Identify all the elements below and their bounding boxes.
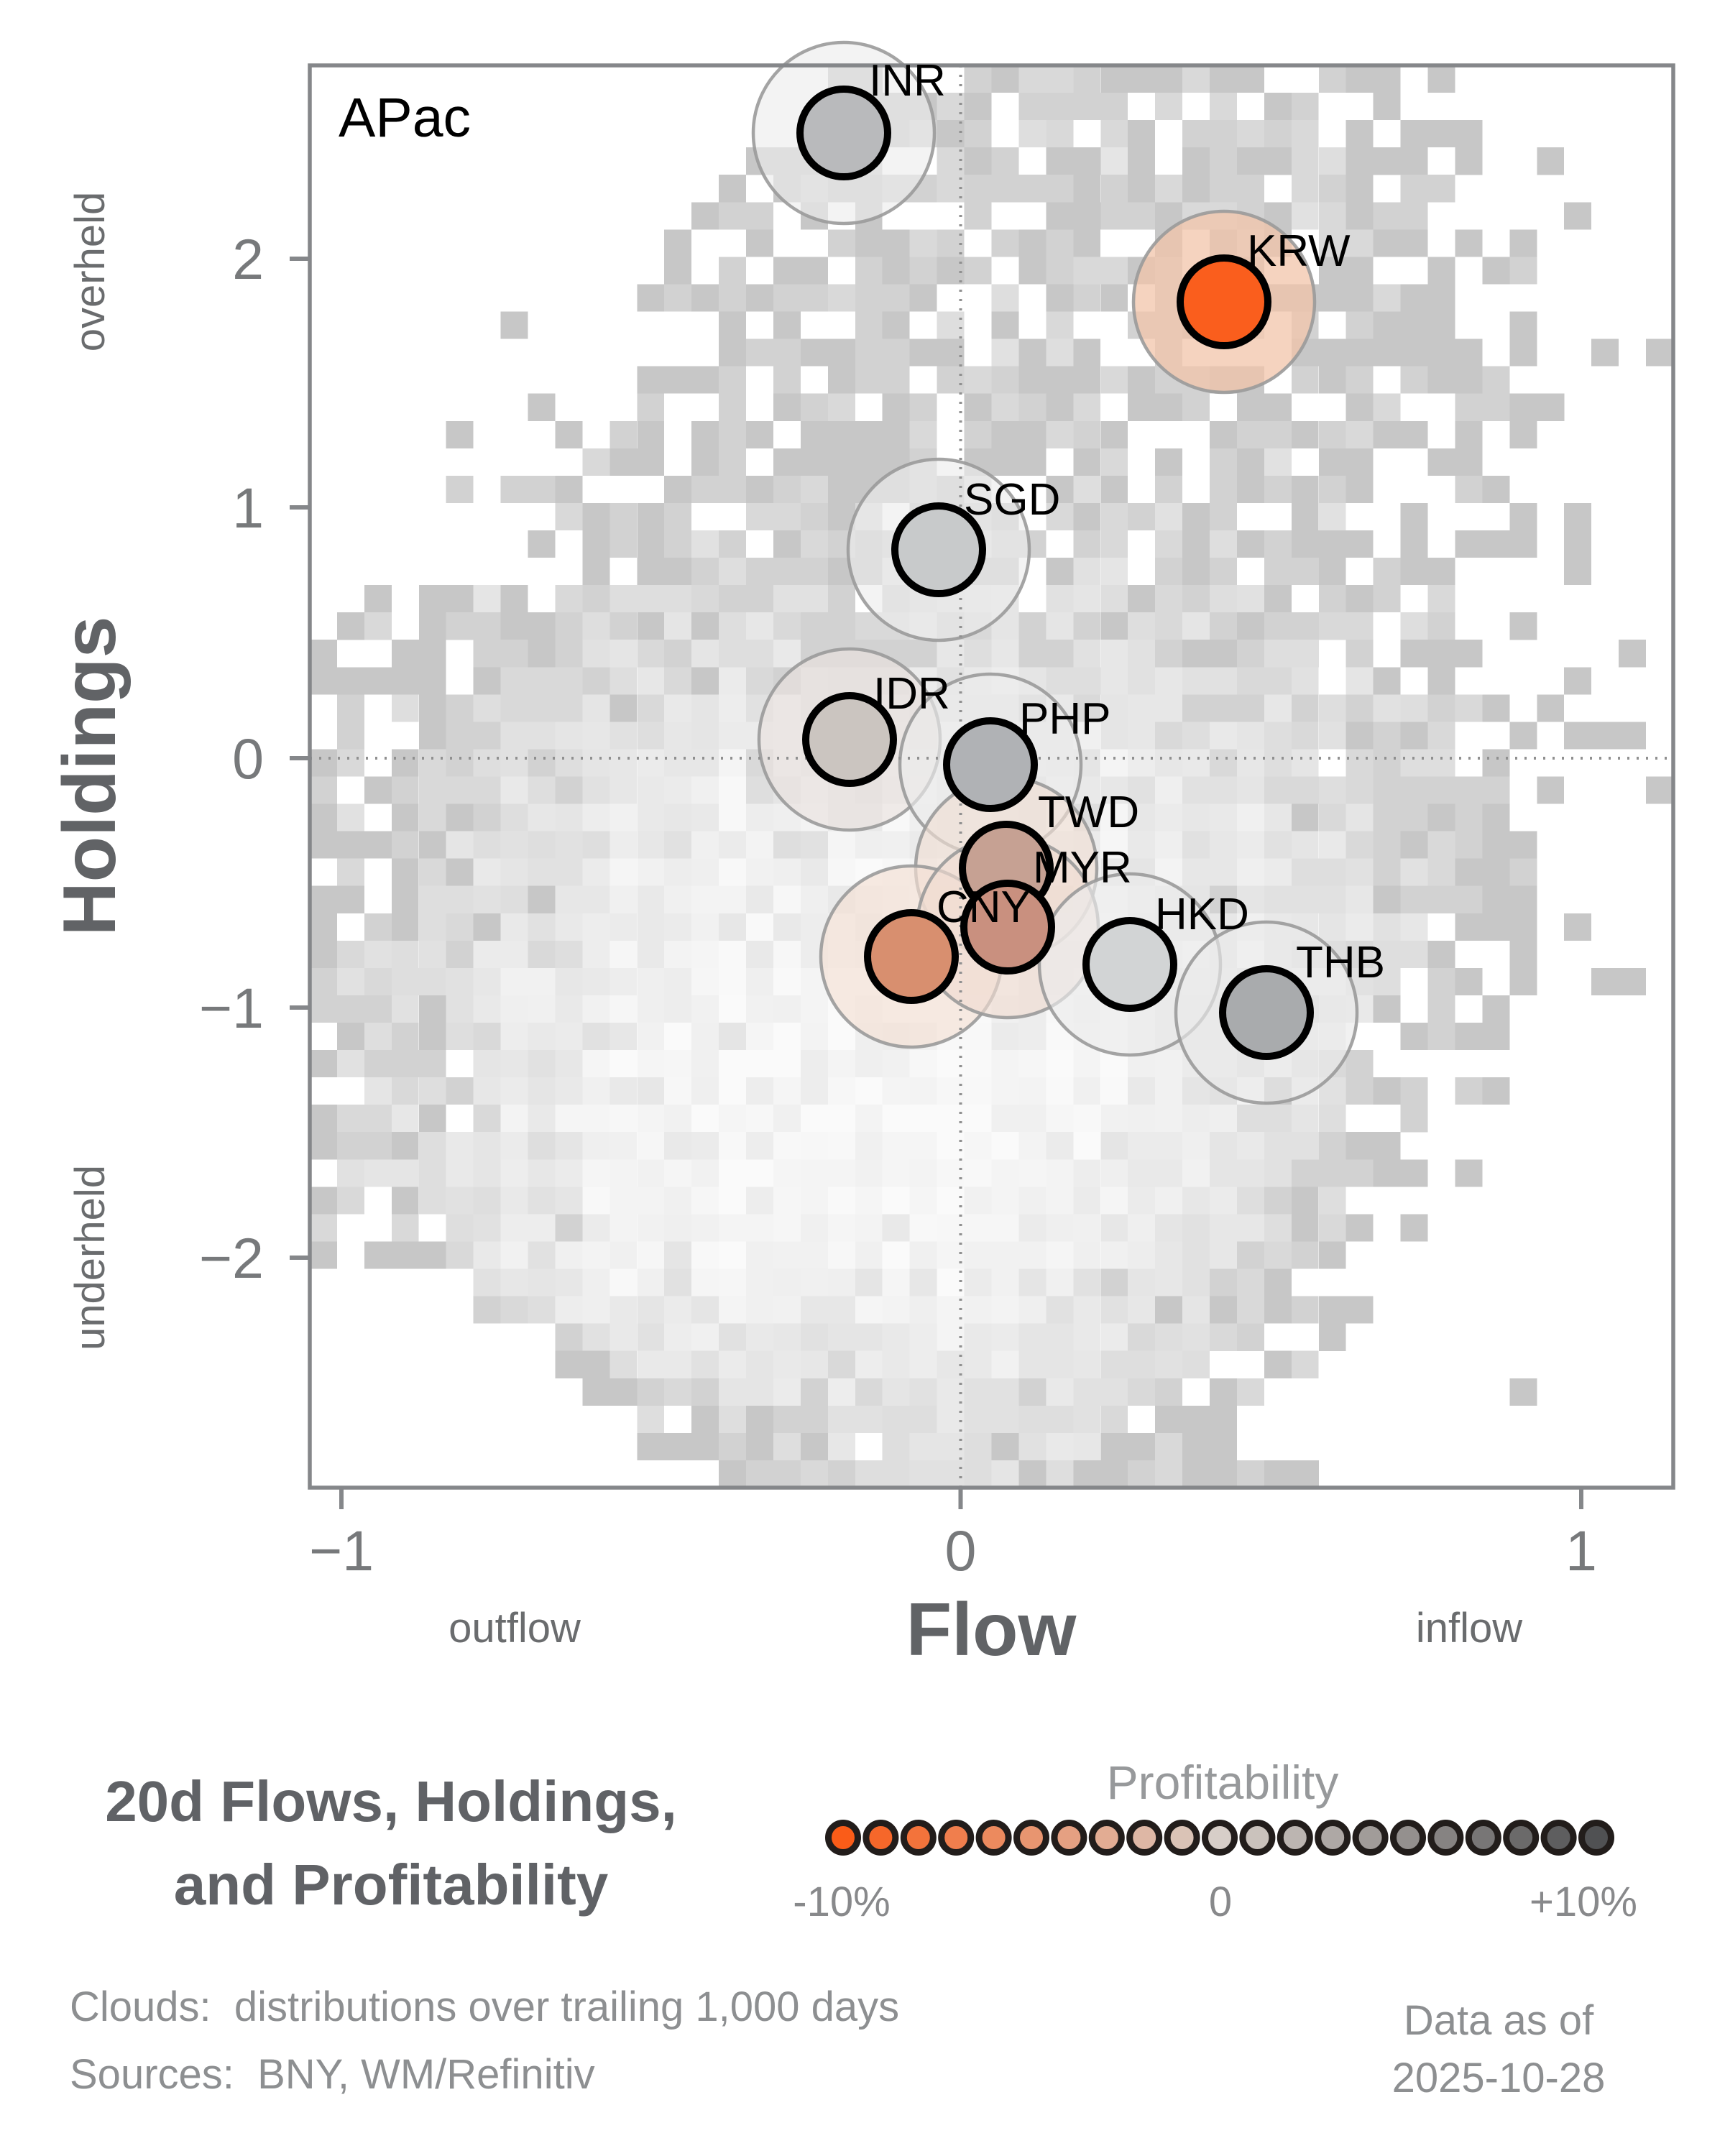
svg-text:and Profitability: and Profitability bbox=[174, 1853, 609, 1917]
svg-text:THB: THB bbox=[1296, 938, 1385, 987]
svg-text:APac: APac bbox=[339, 87, 471, 149]
svg-text:Holdings: Holdings bbox=[48, 617, 132, 936]
svg-text:Profitability: Profitability bbox=[1107, 1756, 1339, 1809]
svg-text:inflow: inflow bbox=[1416, 1605, 1523, 1651]
svg-text:+10%: +10% bbox=[1530, 1879, 1637, 1925]
svg-text:0: 0 bbox=[945, 1519, 977, 1583]
svg-text:MYR: MYR bbox=[1033, 843, 1132, 893]
svg-text:−2: −2 bbox=[199, 1226, 264, 1290]
svg-text:-10%: -10% bbox=[793, 1879, 890, 1925]
svg-text:2025-10-28: 2025-10-28 bbox=[1392, 2055, 1606, 2101]
svg-text:1: 1 bbox=[1565, 1519, 1597, 1583]
svg-text:underheld: underheld bbox=[67, 1165, 114, 1350]
svg-text:1: 1 bbox=[232, 476, 264, 540]
svg-text:HKD: HKD bbox=[1155, 890, 1249, 939]
svg-text:Sources: BNY, WM/Refinitiv: Sources: BNY, WM/Refinitiv bbox=[70, 2051, 595, 2098]
svg-text:20d Flows, Holdings,: 20d Flows, Holdings, bbox=[105, 1769, 677, 1833]
svg-text:−1: −1 bbox=[199, 976, 264, 1040]
svg-text:−1: −1 bbox=[309, 1519, 374, 1583]
svg-text:Flow: Flow bbox=[906, 1588, 1077, 1672]
svg-text:TWD: TWD bbox=[1038, 788, 1139, 837]
svg-text:0: 0 bbox=[232, 727, 264, 791]
svg-text:SGD: SGD bbox=[964, 475, 1060, 525]
svg-text:0: 0 bbox=[1209, 1879, 1232, 1925]
svg-text:CNY: CNY bbox=[937, 883, 1031, 932]
svg-text:Clouds: distributions over tr: Clouds: distributions over trailing 1,00… bbox=[70, 1984, 899, 2030]
svg-text:INR: INR bbox=[869, 56, 946, 106]
svg-text:overheld: overheld bbox=[67, 192, 114, 351]
svg-text:KRW: KRW bbox=[1247, 226, 1351, 276]
svg-text:outflow: outflow bbox=[448, 1605, 581, 1651]
svg-text:PHP: PHP bbox=[1019, 694, 1110, 744]
svg-text:2: 2 bbox=[232, 227, 264, 291]
svg-text:IDR: IDR bbox=[873, 669, 950, 719]
svg-text:Data as of: Data as of bbox=[1404, 1997, 1594, 2044]
